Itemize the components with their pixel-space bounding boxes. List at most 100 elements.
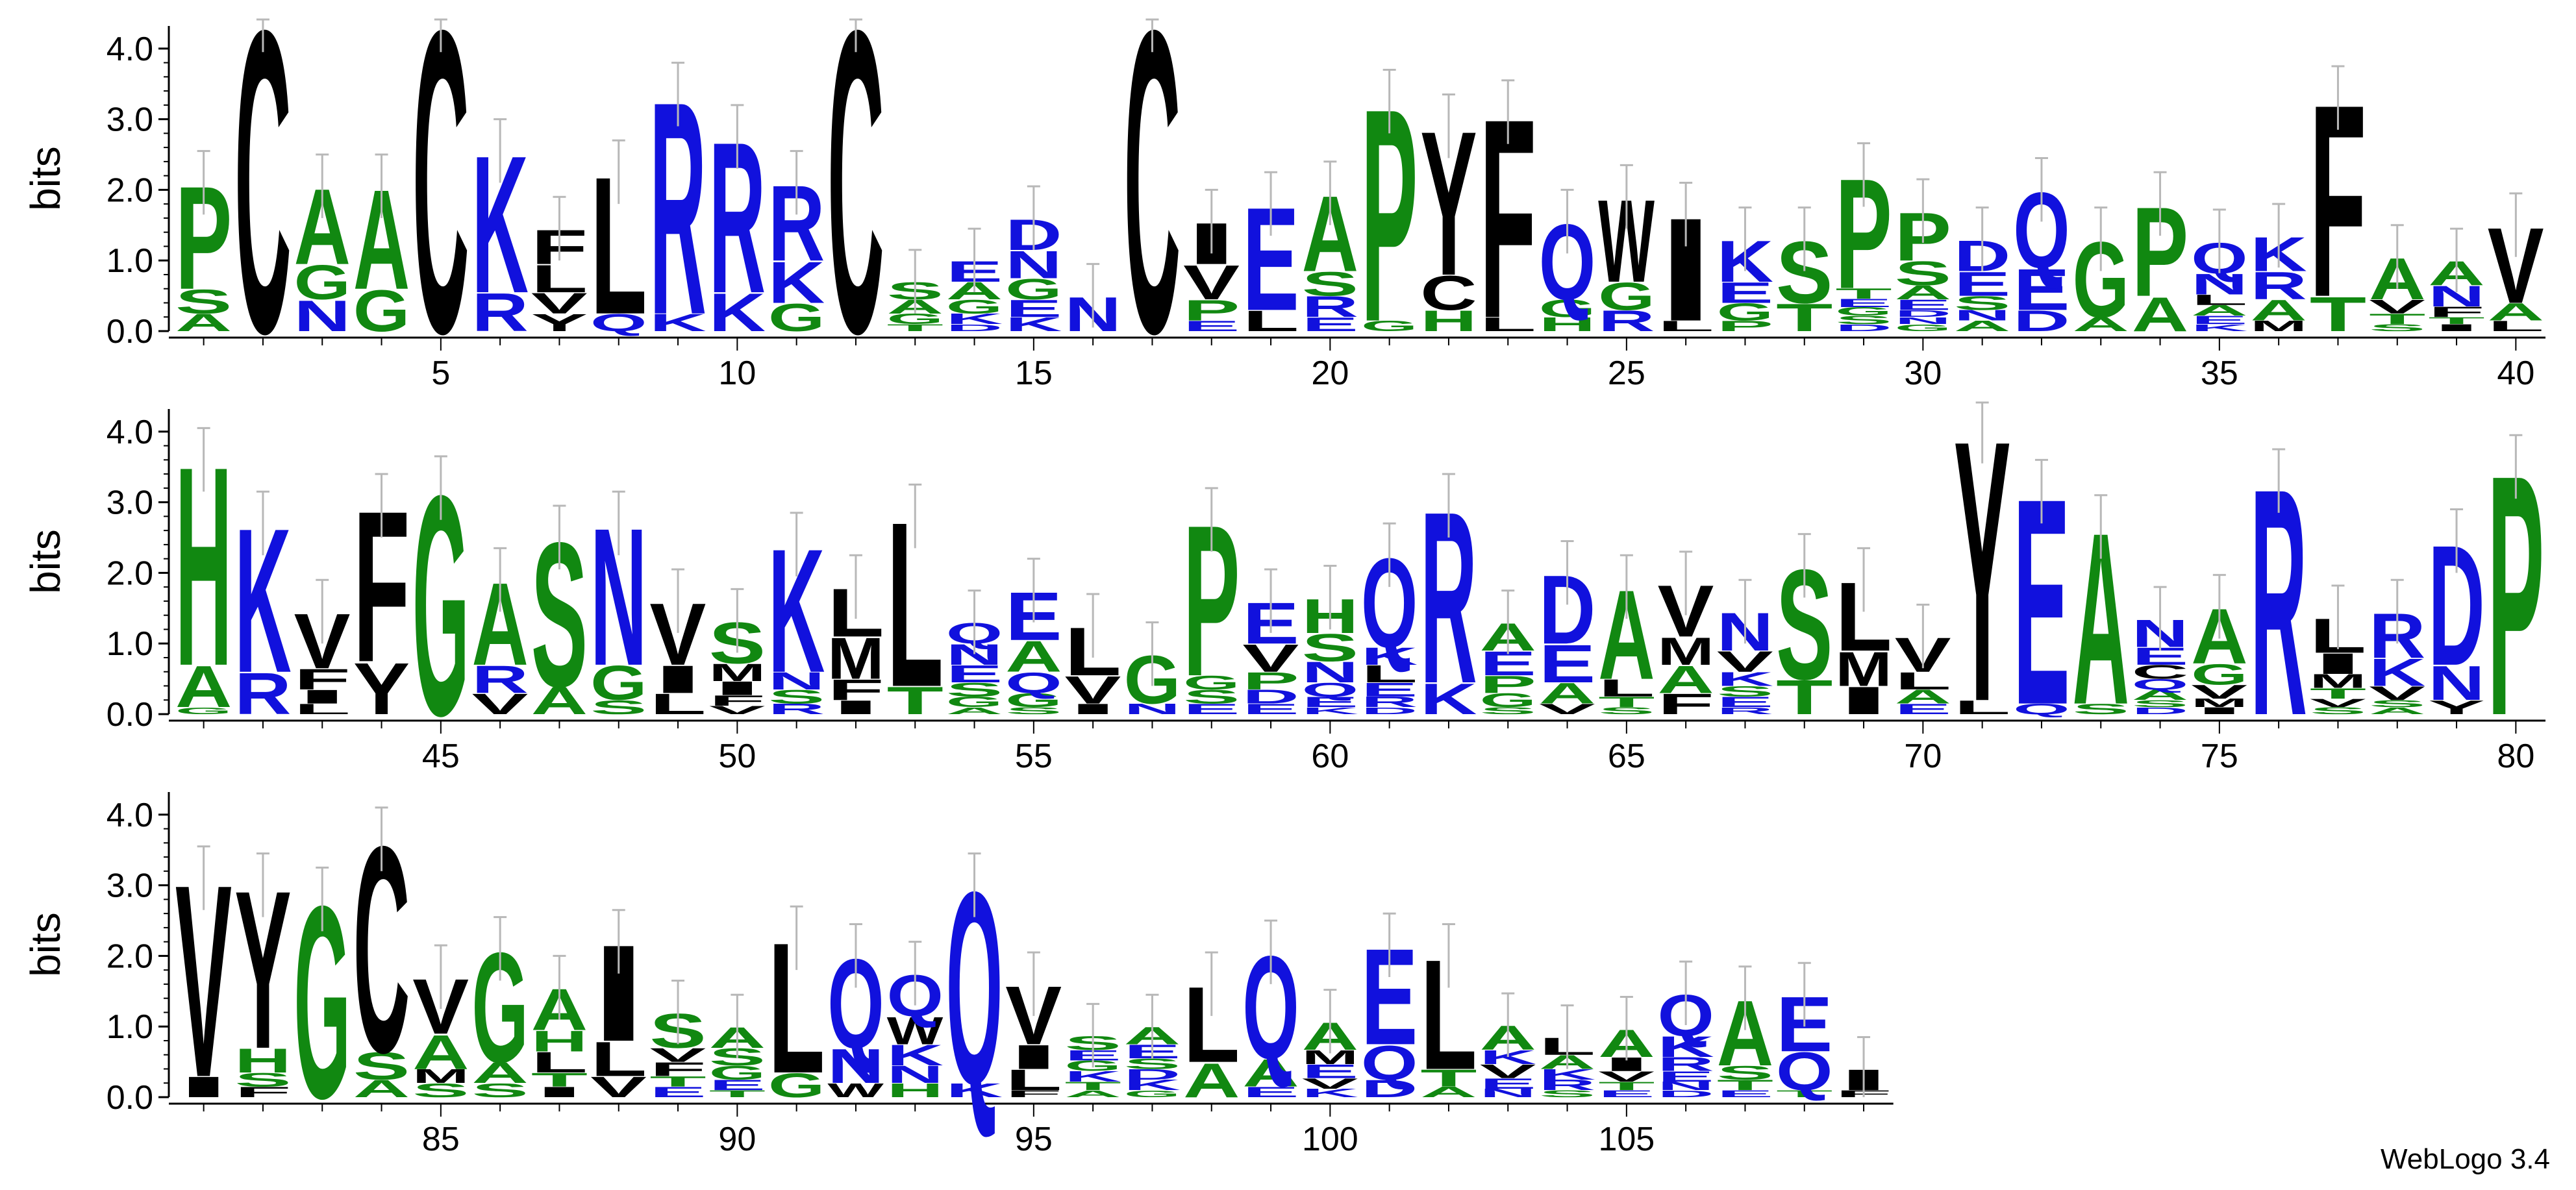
logo-letter-G-pos-54: G: [946, 694, 1003, 710]
logo-letter-E-pos-107: E: [1717, 1088, 1773, 1099]
logo-letter-V-pos-64: V: [1539, 700, 1595, 717]
logo-letter-S-pos-55: S: [1005, 705, 1062, 716]
logo-letter-D-pos-32: D: [2013, 304, 2070, 338]
y-tick-label: 2.0: [106, 171, 153, 209]
logo-letter-R-pos-61: R: [1361, 694, 1418, 710]
y-tick-label: 1.0: [106, 242, 153, 280]
logo-letter-E-pos-15: E: [1005, 295, 1062, 323]
logo-letter-K-pos-100: K: [1302, 1087, 1358, 1100]
logo-letter-R-pos-51: R: [768, 701, 825, 717]
logo-letter-D-pos-30: D: [1895, 308, 1951, 319]
logo-letter-T-pos-53: T: [887, 679, 944, 723]
y-tick-label: 1.0: [106, 625, 153, 663]
logo-letter-F-pos-52: F: [827, 674, 884, 706]
logo-letter-K-pos-15: K: [1005, 314, 1062, 336]
logo-letter-K-pos-67: K: [1717, 668, 1773, 690]
logo-letter-V-pos-77: V: [2310, 697, 2366, 710]
logo-letter-R-pos-106: R: [1658, 1053, 1714, 1075]
logo-letter-E-pos-106: E: [1658, 1069, 1714, 1085]
logo-letter-N-pos-15: N: [1005, 243, 1062, 287]
logo-letter-E-pos-54: E: [946, 660, 1003, 688]
logo-letter-A-pos-98: A: [1183, 1054, 1240, 1108]
logo-letter-T-pos-29: T: [1835, 285, 1892, 301]
x-tick-label: 60: [1311, 738, 1349, 775]
logo-letter-W-pos-92: W: [827, 1080, 884, 1102]
logo-letter-N-pos-106: N: [1658, 1080, 1714, 1093]
logo-letter-T-pos-37: T: [2310, 288, 2366, 342]
logo-letter-T-pos-96: T: [1065, 1080, 1121, 1093]
logo-letter-G-pos-91: G: [768, 1066, 825, 1104]
y-tick-label: 4.0: [106, 414, 153, 451]
logo-letter-E-pos-20: E: [1302, 314, 1358, 336]
logo-letter-E-pos-103: E: [1480, 1075, 1536, 1091]
logo-letter-F-pos-66: F: [1658, 688, 1714, 720]
logo-letter-L-pos-95: L: [1005, 1063, 1062, 1096]
logo-letter-M-pos-69: M: [1835, 642, 1892, 697]
x-tick-label: 45: [422, 738, 460, 775]
logo-letter-G-pos-15: G: [1005, 273, 1062, 306]
logo-letter-S-pos-77: S: [2310, 705, 2366, 716]
logo-letter-N-pos-92: N: [827, 1039, 884, 1094]
y-tick-label: 0.0: [106, 1079, 153, 1117]
logo-letter-Q-pos-8: Q: [590, 309, 647, 336]
logo-letter-N-pos-79: N: [2428, 656, 2484, 711]
logo-letter-M-pos-85: M: [412, 1065, 469, 1087]
logo-letter-C-pos-17: C: [1124, 0, 1181, 423]
logo-letter-N-pos-103: N: [1480, 1087, 1536, 1100]
logo-letter-D-pos-59: D: [1242, 686, 1299, 708]
logo-letter-V-pos-105: V: [1598, 1068, 1655, 1084]
logo-letter-A-pos-34: A: [2132, 288, 2188, 342]
logo-letter-G-pos-63: G: [1480, 689, 1536, 711]
x-tick-label: 5: [431, 354, 450, 392]
y-tick-label: 4.0: [106, 31, 153, 68]
logo-letter-G-pos-29: G: [1835, 305, 1892, 318]
logo-letter-G-pos-58: G: [1183, 672, 1240, 693]
logo-letter-L-pos-70: L: [1895, 667, 1951, 695]
logo-letter-I-pos-81: I: [175, 1071, 232, 1104]
logo-letter-G-pos-14: G: [946, 296, 1003, 317]
logo-letter-V-pos-78: V: [2369, 682, 2425, 704]
logo-letter-E-pos-27: E: [1717, 276, 1773, 309]
logo-letter-K-pos-10: K: [709, 282, 766, 343]
logo-letter-V-pos-46: V: [472, 688, 529, 721]
logo-letter-A-pos-86: A: [472, 1057, 529, 1090]
logo-letter-A-pos-47: A: [531, 679, 588, 723]
logo-letter-D-pos-29: D: [1835, 322, 1892, 333]
logo-letter-K-pos-97: K: [1124, 1077, 1181, 1093]
logo-letter-I-pos-75: I: [2191, 705, 2247, 716]
logo-letter-K-pos-62: K: [1420, 674, 1477, 723]
logo-letter-F-pos-89: F: [649, 1058, 706, 1080]
logo-letter-G-pos-4: G: [353, 278, 410, 343]
logo-letter-E-pos-31: E: [1954, 265, 2010, 303]
logo-letter-A-pos-35: A: [2191, 303, 2247, 319]
logo-letter-S-pos-78: S: [2369, 698, 2425, 709]
logo-letter-E-pos-70: E: [1895, 700, 1951, 717]
x-tick-label: 55: [1015, 738, 1053, 775]
logo-letter-G-pos-48: G: [590, 656, 647, 711]
logo-letter-V-pos-89: V: [649, 1044, 706, 1066]
logo-letter-E-pos-90: E: [709, 1077, 766, 1093]
logo-letter-I-pos-52: I: [827, 697, 884, 719]
logo-letter-L-pos-19: L: [1242, 304, 1299, 337]
logo-letter-A-pos-96: A: [1065, 1088, 1121, 1099]
logo-letter-F-pos-82: F: [234, 1084, 291, 1100]
logo-letter-M-pos-50: M: [709, 659, 766, 686]
logo-letter-K-pos-94: K: [946, 1080, 1003, 1102]
logo-letter-I-pos-95: I: [1005, 1038, 1062, 1076]
logo-letter-D-pos-101: D: [1361, 1075, 1418, 1102]
logo-letter-L-pos-65: L: [1598, 675, 1655, 702]
y-tick-label: 3.0: [106, 101, 153, 139]
y-tick-label: 0.0: [106, 696, 153, 734]
logo-letter-Y-pos-79: Y: [2428, 697, 2484, 719]
logo-letter-D-pos-74: D: [2132, 705, 2188, 716]
x-tick-label: 65: [1608, 738, 1645, 775]
logo-letter-I-pos-49: I: [649, 658, 706, 702]
logo-letter-T-pos-107: T: [1717, 1077, 1773, 1093]
logo-letter-S-pos-30: S: [1895, 254, 1951, 293]
logo-letter-A-pos-66: A: [1658, 658, 1714, 702]
logo-letter-L-pos-7: L: [531, 257, 588, 301]
logo-letter-T-pos-39: T: [2428, 315, 2484, 326]
logo-letter-Y-pos-44: Y: [353, 647, 410, 730]
logo-letter-N-pos-60: N: [1302, 656, 1358, 689]
